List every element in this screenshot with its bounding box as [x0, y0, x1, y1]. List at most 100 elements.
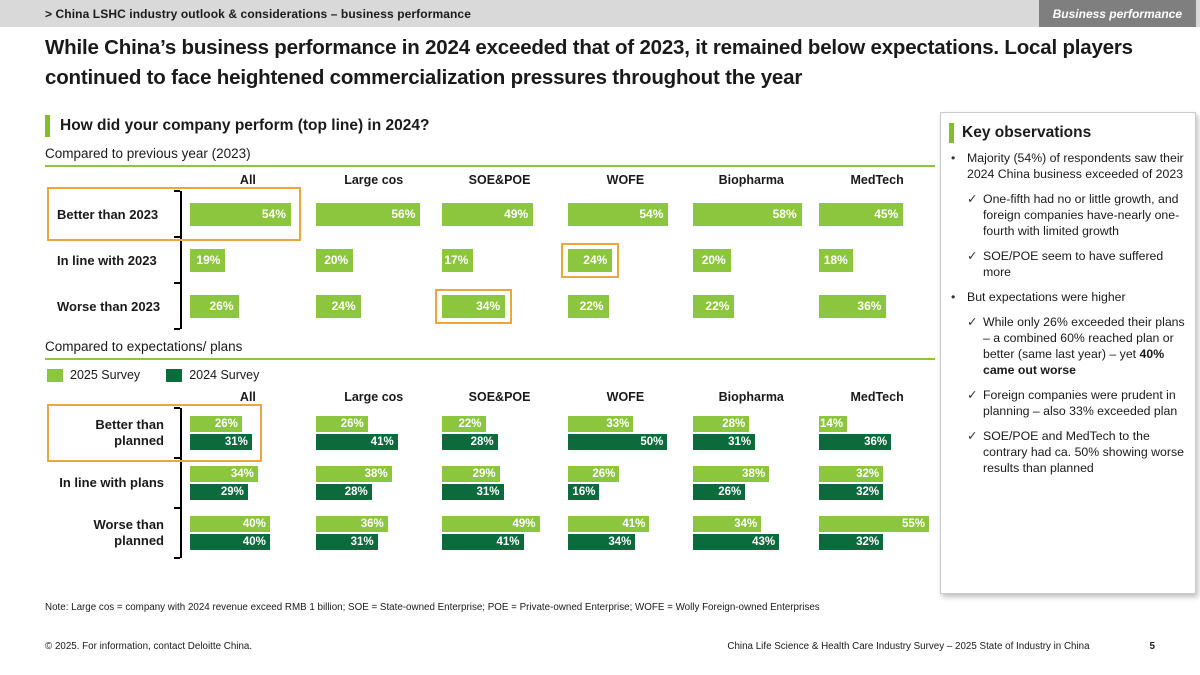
- bar-2025: 49%: [441, 202, 534, 226]
- bar-2025: 36%: [819, 294, 887, 318]
- bar-cell: 34% 29%: [190, 458, 306, 508]
- bar-2025-survey: 26%: [190, 416, 242, 432]
- observation-check: ✓ SOE/POE and MedTech to the contrary had…: [949, 429, 1185, 477]
- check-icon: ✓: [967, 191, 978, 206]
- bar-2025: 54%: [567, 202, 669, 226]
- copyright-text: © 2025. For information, contact Deloitt…: [45, 641, 253, 652]
- bar-2025-survey: 29%: [441, 466, 500, 482]
- section-tab-business-performance[interactable]: Business performance: [1038, 0, 1196, 27]
- divider-green: [45, 358, 935, 360]
- observation-text: SOE/POE and MedTech to the contrary had …: [983, 428, 1184, 475]
- bar-2025: 18%: [819, 248, 853, 272]
- bar-2024-survey: 28%: [315, 484, 372, 500]
- axis-bracket: [180, 408, 182, 558]
- bar-2025-survey: 36%: [315, 516, 388, 532]
- axis-tick: [174, 457, 180, 459]
- bar-2025-survey: 55%: [819, 516, 929, 532]
- bar-cell: 38% 26%: [693, 458, 809, 508]
- bar-cell: 22%: [567, 283, 684, 329]
- bar-2025: 34%: [441, 294, 506, 318]
- footnote: Note: Large cos = company with 2024 reve…: [45, 602, 820, 613]
- bar-cell: 18%: [819, 237, 935, 283]
- bar-cell: 22%: [693, 283, 809, 329]
- bar-2024-survey: 16%: [567, 484, 600, 500]
- bar-2025: 24%: [315, 294, 361, 318]
- legend-swatch-2024: [166, 368, 183, 382]
- source-text: China Life Science & Health Care Industr…: [727, 641, 1090, 652]
- bar-2025-survey: 41%: [567, 516, 650, 532]
- bar-cell: 54%: [190, 191, 306, 237]
- legend-swatch-2025: [47, 368, 63, 382]
- bar-cell: 32% 32%: [819, 458, 935, 508]
- bar-2025-survey: 38%: [693, 466, 770, 482]
- observation-check: ✓ Foreign companies were prudent in plann…: [949, 388, 1185, 420]
- bar-cell: 58%: [693, 191, 809, 237]
- legend-item-2024: 2024 Survey: [166, 368, 259, 382]
- bar-2025: 58%: [693, 202, 802, 226]
- main-content: How did your company perform (top line) …: [45, 115, 935, 559]
- bar-2024-survey: 31%: [693, 434, 756, 450]
- bar-2024-survey: 41%: [315, 434, 398, 450]
- axis-tick: [174, 507, 180, 509]
- column-header: WOFE: [606, 173, 645, 187]
- column-header: All: [239, 390, 256, 404]
- bar-cell: 40% 40%: [190, 508, 306, 558]
- bullet-icon: •: [951, 289, 956, 304]
- check-icon: ✓: [967, 248, 978, 263]
- bar-cell: 49% 41%: [441, 508, 558, 558]
- row-label: Worse than planned: [93, 516, 164, 548]
- legend-item-2025: 2025 Survey: [47, 368, 140, 382]
- observation-text: Majority (54%) of respondents saw their …: [967, 151, 1184, 181]
- observation-text: While only 26% exceeded their plans – a …: [983, 314, 1185, 377]
- breadcrumb: > China LSHC industry outlook & consider…: [45, 6, 471, 21]
- bar-2024-survey: 31%: [315, 534, 378, 550]
- bar-cell: 41% 34%: [567, 508, 684, 558]
- axis-tick: [174, 190, 180, 192]
- column-header: Biopharma: [718, 390, 784, 404]
- bar-cell: 26% 16%: [567, 458, 684, 508]
- observation-text: Foreign companies were prudent in planni…: [983, 387, 1178, 418]
- row-label: In line with 2023: [57, 252, 157, 268]
- bar-2024-survey: 28%: [441, 434, 498, 450]
- column-header: WOFE: [606, 390, 645, 404]
- column-header: MedTech: [850, 173, 904, 187]
- bar-cell: 54%: [567, 191, 684, 237]
- bar-cell: 56%: [315, 191, 432, 237]
- bar-2025-survey: 33%: [567, 416, 634, 432]
- bar-2025-survey: 34%: [190, 466, 258, 482]
- bar-2024-survey: 32%: [819, 534, 884, 550]
- top-bar: > China LSHC industry outlook & consider…: [0, 0, 1200, 27]
- axis-tick: [174, 557, 180, 559]
- green-accent-bar: [45, 115, 50, 137]
- bar-2025-survey: 28%: [693, 416, 750, 432]
- bar-2025: 20%: [315, 248, 354, 272]
- column-header: SOE&POE: [468, 173, 531, 187]
- bar-cell: 45%: [819, 191, 935, 237]
- observation-text: One-fifth had no or little growth, and f…: [983, 191, 1180, 238]
- bar-2025: 22%: [567, 294, 609, 318]
- check-icon: ✓: [967, 387, 978, 402]
- bar-2025: 19%: [190, 248, 226, 272]
- observation-bullet: • Majority (54%) of respondents saw their…: [949, 151, 1185, 183]
- bar-2024-survey: 36%: [819, 434, 892, 450]
- page-number: 5: [1149, 641, 1155, 652]
- key-observations-panel: Key observations • Majority (54%) of resp…: [940, 112, 1196, 594]
- bar-cell: 34%: [441, 283, 558, 329]
- bar-2025: 56%: [315, 202, 421, 226]
- bar-2024-survey: 41%: [441, 534, 524, 550]
- chart1-subtitle: Compared to previous year (2023): [45, 146, 251, 161]
- bar-2025: 26%: [190, 294, 239, 318]
- bar-cell: 26%: [190, 283, 306, 329]
- check-icon: ✓: [967, 314, 978, 329]
- row-label: In line with plans: [59, 474, 164, 490]
- key-observations-title: Key observations: [962, 124, 1092, 141]
- check-icon: ✓: [967, 428, 978, 443]
- bar-cell: 55% 32%: [819, 508, 935, 558]
- bar-2025-survey: 26%: [315, 416, 368, 432]
- bar-2024-survey: 32%: [819, 484, 884, 500]
- observation-check: ✓ While only 26% exceeded their plans – a…: [949, 315, 1185, 379]
- bar-2025: 22%: [693, 294, 735, 318]
- axis-tick: [174, 282, 180, 284]
- legend-label-2025: 2025 Survey: [70, 368, 141, 382]
